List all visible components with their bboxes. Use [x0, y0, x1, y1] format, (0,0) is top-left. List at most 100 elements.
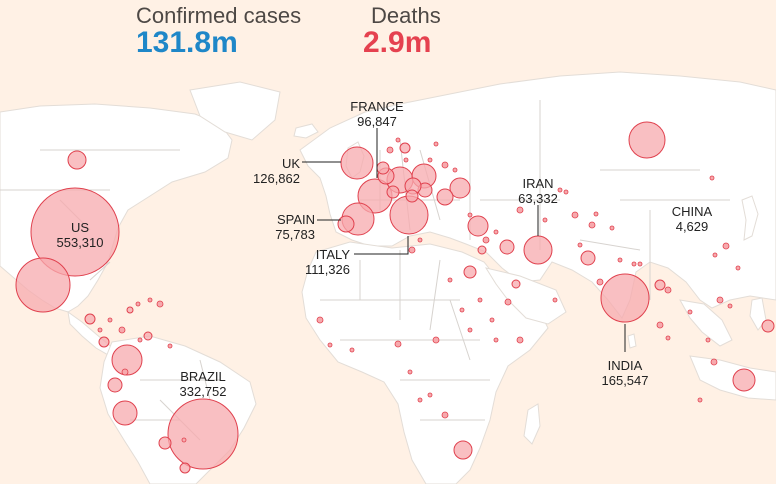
confirmed-cases-value: 131.8m	[136, 26, 238, 59]
bubble-small	[417, 397, 423, 403]
bubble-iraq	[499, 239, 515, 255]
bubble-small	[181, 437, 187, 443]
bubble-russia	[628, 121, 666, 159]
bubble-small	[705, 337, 711, 343]
brazil-value: 332,752	[179, 384, 227, 399]
brazil-name: BRAZIL	[180, 369, 226, 384]
bubble-small	[121, 368, 129, 376]
bubble-small	[516, 336, 524, 344]
italy-leader-line	[354, 236, 409, 255]
bubble-colombia	[112, 400, 138, 426]
bubble-small	[395, 137, 401, 143]
bubble-sweden	[399, 142, 411, 154]
greenland-land	[189, 81, 281, 141]
bubble-small	[609, 225, 615, 231]
bubble-small	[588, 221, 596, 229]
bubble-small	[459, 307, 465, 313]
iran-name: IRAN	[522, 176, 554, 191]
bubble-israel	[477, 245, 487, 255]
bubble-small	[441, 411, 449, 419]
bubble-cuba	[126, 306, 134, 314]
india-label: INDIA 165,547	[594, 358, 656, 388]
bubble-small	[563, 189, 569, 195]
bubble-small	[493, 337, 499, 343]
bubble-small	[417, 237, 423, 243]
bubble-small	[617, 257, 623, 263]
bubble-small	[441, 161, 449, 169]
bubble-small	[516, 206, 524, 214]
bubble-turkey	[467, 215, 489, 237]
bubble-austria	[405, 189, 419, 203]
uk-name: UK	[281, 156, 300, 171]
bubble-small	[482, 236, 490, 244]
bubble-uk	[340, 146, 374, 180]
spain-value: 75,783	[275, 227, 315, 242]
bubble-portugal	[337, 215, 355, 233]
bubble-layer	[15, 121, 775, 474]
bubble-pakistan	[580, 250, 596, 266]
bubble-canada	[67, 150, 87, 170]
bubble-small	[542, 217, 548, 223]
bubble-small	[135, 301, 141, 307]
bubble-small	[394, 340, 402, 348]
bubble-brazil	[167, 398, 239, 470]
bubble-south-africa	[453, 440, 473, 460]
bubble-small	[156, 300, 164, 308]
italy-value: 111,326	[304, 262, 350, 277]
bubble-egypt	[463, 265, 477, 279]
bubble-mexico	[111, 344, 143, 376]
bubble-small	[665, 335, 671, 341]
bubble-small	[664, 286, 672, 294]
bubble-small	[327, 342, 333, 348]
bubble-chile	[158, 436, 172, 450]
bubble-small	[504, 298, 512, 306]
bubble-ecuador	[98, 336, 110, 348]
bubble-small	[349, 347, 355, 353]
bubble-small	[552, 297, 558, 303]
bubble-small	[716, 296, 724, 304]
bubble-small	[316, 316, 324, 324]
bubble-small	[447, 277, 453, 283]
bubble-small	[489, 317, 495, 323]
bubble-iran	[523, 235, 553, 265]
bubble-guatemala	[84, 313, 96, 325]
bubble-small	[631, 261, 637, 267]
iran-value: 63,332	[518, 191, 558, 206]
bubble-small	[408, 246, 416, 254]
bubble-small	[571, 211, 579, 219]
bubble-bolivia	[143, 331, 153, 341]
bubble-small	[656, 321, 664, 329]
bubble-small	[467, 327, 473, 333]
us-value: 553,310	[56, 235, 104, 250]
italy-name: ITALY	[315, 247, 350, 262]
bubble-saudi	[511, 279, 521, 289]
confirmed-cases-label: Confirmed cases	[136, 3, 302, 28]
bubble-small	[107, 317, 113, 323]
africa-land	[301, 241, 549, 484]
bubble-small	[710, 358, 718, 366]
bubble-small	[722, 242, 730, 250]
bubble-small	[477, 297, 483, 303]
bubble-romania	[436, 188, 454, 206]
china-value: 4,629	[675, 219, 709, 234]
india-name: INDIA	[607, 358, 643, 373]
japan-land	[741, 195, 759, 241]
bubble-us	[30, 187, 120, 277]
france-value: 96,847	[357, 114, 397, 129]
bubble-us-east	[15, 257, 71, 313]
bubble-small	[596, 278, 604, 286]
bubble-small	[137, 337, 143, 343]
bubble-small	[403, 157, 409, 163]
us-name: US	[70, 220, 90, 235]
india-value: 165,547	[601, 373, 649, 388]
bubble-netherlands	[376, 161, 390, 175]
spain-name: SPAIN	[276, 212, 315, 227]
uk-label: UK 126,862	[236, 156, 300, 186]
iceland-land	[293, 123, 319, 139]
bubble-small	[427, 157, 433, 163]
leader-lines	[302, 128, 626, 352]
bubble-small	[433, 141, 439, 147]
italy-label: ITALY 111,326	[292, 247, 350, 277]
bubble-small	[118, 326, 126, 334]
